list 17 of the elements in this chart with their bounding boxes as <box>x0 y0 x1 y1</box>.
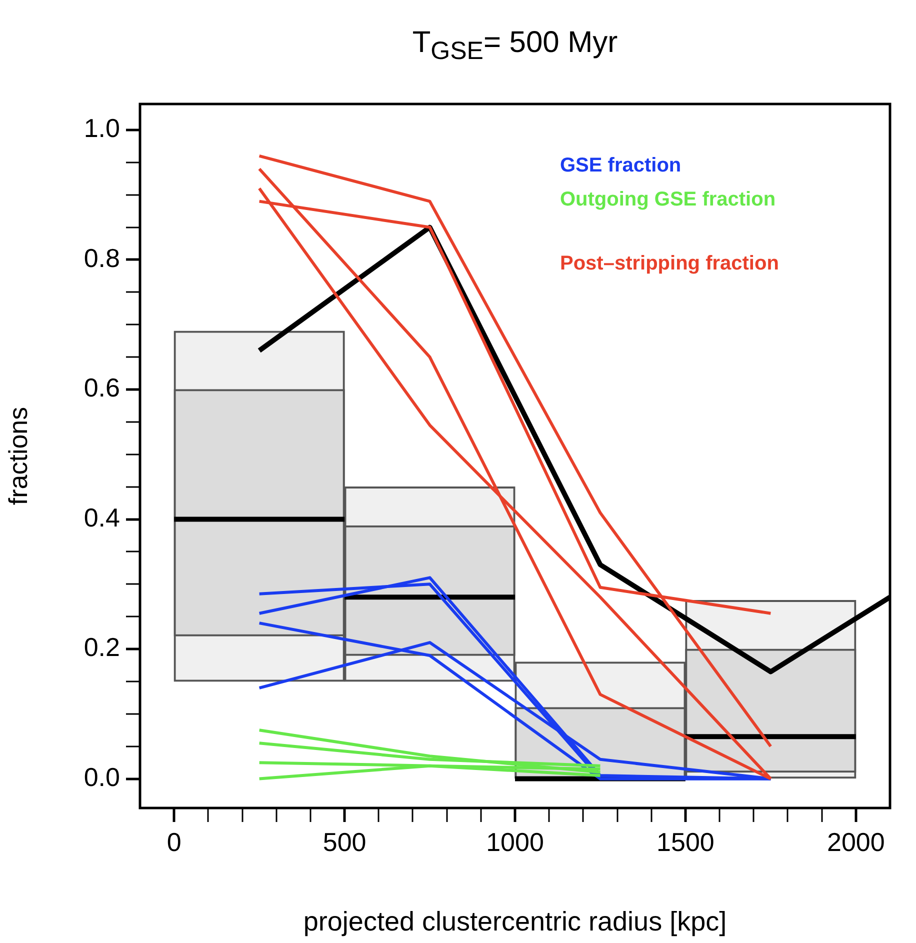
y-tick-label: 0.2 <box>84 632 120 662</box>
y-tick-label: 0.0 <box>84 762 120 792</box>
text: GSE fraction <box>560 154 682 177</box>
y-tick-label: 0.6 <box>84 372 120 403</box>
chart-title: T$_{GSE}$= 500 Myr <box>411 26 619 66</box>
x-tick-label: 0 <box>166 826 182 857</box>
x-tick-label: 1500 <box>656 826 714 857</box>
y-tick-label: 0.8 <box>84 242 120 273</box>
y-axis-title: fractions <box>2 406 33 506</box>
y-tick-label: 1.0 <box>84 113 120 144</box>
y-tick-label: 0.4 <box>84 502 120 532</box>
x-tick-label: 2000 <box>826 826 885 857</box>
x-tick-label: 500 <box>322 826 366 857</box>
text: Post–stripping fraction <box>560 252 779 275</box>
x-tick-label: 1000 <box>486 826 544 857</box>
x-axis-title: projected clustercentric radius [kpc] <box>303 906 727 936</box>
text: Outgoing GSE fraction <box>560 188 776 211</box>
